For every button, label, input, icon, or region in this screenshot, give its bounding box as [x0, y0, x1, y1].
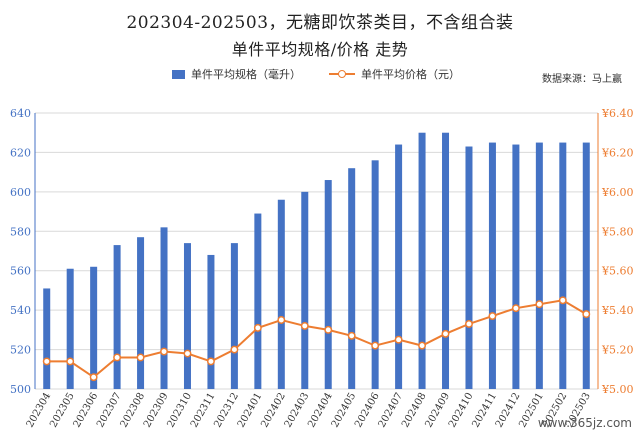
- bar: [348, 168, 356, 389]
- chart-title: 202304-202503，无糖即饮茶类目，不含组合装: [126, 13, 514, 33]
- price-point: [394, 335, 403, 344]
- left-axis-tick-label: 540: [10, 304, 31, 317]
- bar: [465, 146, 473, 389]
- bar: [254, 213, 262, 389]
- left-axis-tick-label: 600: [10, 186, 31, 199]
- bar: [559, 142, 567, 389]
- legend-line-label: 单件平均价格（元）: [361, 68, 460, 81]
- price-point: [441, 329, 450, 338]
- right-axis-tick-label: ¥6.00: [601, 186, 634, 199]
- right-axis-tick-label: ¥5.40: [601, 304, 634, 317]
- right-axis-tick-label: ¥5.20: [601, 344, 634, 357]
- left-axis-tick-label: 520: [10, 344, 31, 357]
- legend: 单件平均规格（毫升） 单件平均价格（元）: [172, 66, 488, 82]
- bar: [207, 254, 215, 389]
- price-point: [582, 310, 591, 319]
- price-point: [371, 341, 380, 350]
- left-axis-tick-label: 560: [10, 265, 31, 278]
- price-point: [42, 357, 51, 366]
- price-point: [465, 319, 473, 328]
- price-point: [206, 357, 215, 366]
- bar: [90, 266, 98, 389]
- bar: [395, 144, 403, 389]
- price-point: [488, 312, 497, 321]
- bar: [371, 160, 379, 389]
- price-point: [113, 353, 122, 362]
- data-source: 数据来源：马上赢: [542, 74, 622, 85]
- bar: [66, 268, 74, 389]
- left-axis-tick-label: 500: [10, 383, 31, 396]
- price-point: [558, 296, 567, 305]
- bar: [113, 245, 121, 389]
- price-point: [511, 304, 520, 313]
- bar: [324, 180, 332, 389]
- legend-line-swatch: [329, 69, 355, 79]
- right-axis-tick-label: ¥5.00: [601, 383, 634, 396]
- price-point: [253, 323, 262, 332]
- legend-bar-label: 单件平均规格（毫升）: [191, 68, 301, 81]
- bar: [230, 243, 238, 389]
- left-axis-tick-label: 620: [10, 146, 31, 159]
- price-point: [535, 300, 544, 309]
- price-point: [277, 316, 286, 324]
- bar: [512, 144, 520, 389]
- bar: [442, 132, 450, 389]
- price-point: [136, 353, 145, 362]
- right-axis-tick-label: ¥5.60: [601, 265, 634, 278]
- price-point: [89, 373, 98, 382]
- bar: [43, 288, 51, 389]
- watermark: www.365jz.com: [537, 416, 632, 430]
- bar: [418, 132, 426, 389]
- right-axis-tick-label: ¥6.20: [601, 146, 634, 159]
- chart-subtitle: 单件平均规格/价格 走势: [231, 40, 409, 59]
- price-point: [230, 345, 239, 354]
- left-axis-tick-label: 580: [10, 225, 31, 238]
- price-point: [300, 321, 309, 330]
- price-line: [46, 299, 587, 379]
- bar: [535, 142, 543, 389]
- price-point: [324, 325, 333, 334]
- bar: [488, 142, 496, 389]
- bar: [160, 227, 168, 389]
- price-point: [160, 347, 168, 356]
- bar: [277, 199, 285, 389]
- price-point: [347, 331, 356, 340]
- bar: [301, 191, 309, 389]
- bar: [137, 237, 145, 389]
- legend-bar-swatch: [172, 69, 185, 79]
- right-axis-tick-label: ¥6.40: [601, 107, 634, 120]
- legend-item-line: 单件平均价格（元）: [329, 66, 460, 82]
- bar: [183, 243, 191, 389]
- price-point: [66, 357, 75, 366]
- left-axis-tick-label: 640: [10, 107, 31, 120]
- right-axis-tick-label: ¥5.80: [601, 225, 634, 238]
- legend-item-bar: 单件平均规格（毫升）: [172, 66, 301, 82]
- price-point: [183, 349, 192, 358]
- bar: [582, 142, 590, 389]
- price-point: [418, 341, 427, 350]
